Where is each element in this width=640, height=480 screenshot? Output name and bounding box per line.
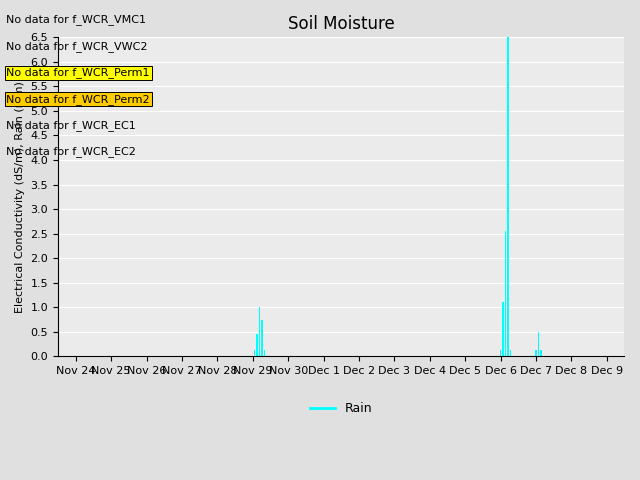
Title: Soil Moisture: Soil Moisture [288, 15, 395, 33]
Text: No data for f_WCR_EC1: No data for f_WCR_EC1 [6, 120, 136, 131]
Text: No data for f_WCR_Perm2: No data for f_WCR_Perm2 [6, 94, 150, 105]
Bar [535, 350, 537, 356]
Bar [538, 332, 540, 356]
Bar [500, 350, 501, 356]
Bar [253, 350, 255, 356]
Bar [264, 350, 266, 356]
Bar [259, 307, 260, 356]
Bar [504, 231, 506, 356]
Bar [502, 302, 504, 356]
Text: No data for f_WCR_EC2: No data for f_WCR_EC2 [6, 146, 136, 157]
Bar [507, 37, 509, 356]
Bar [256, 334, 258, 356]
Legend: Rain: Rain [305, 397, 378, 420]
Text: No data for f_WCR_VWC2: No data for f_WCR_VWC2 [6, 41, 148, 52]
Text: No data for f_WCR_VMC1: No data for f_WCR_VMC1 [6, 14, 147, 25]
Bar [509, 350, 511, 356]
Y-axis label: Electrical Conductivity (dS/m), Rain (mm): Electrical Conductivity (dS/m), Rain (mm… [15, 81, 25, 313]
Bar [261, 320, 263, 356]
Text: No data for f_WCR_Perm1: No data for f_WCR_Perm1 [6, 67, 150, 78]
Bar [540, 350, 542, 356]
